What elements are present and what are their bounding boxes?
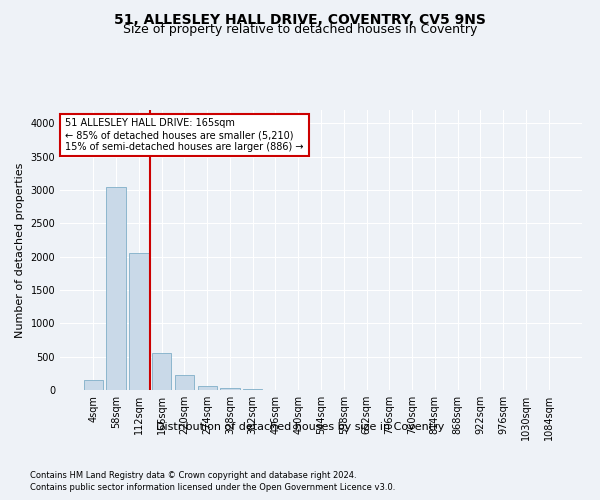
Bar <box>243 388 262 390</box>
Text: Contains HM Land Registry data © Crown copyright and database right 2024.: Contains HM Land Registry data © Crown c… <box>30 471 356 480</box>
Bar <box>197 386 217 390</box>
Text: 51, ALLESLEY HALL DRIVE, COVENTRY, CV5 9NS: 51, ALLESLEY HALL DRIVE, COVENTRY, CV5 9… <box>114 12 486 26</box>
Text: Contains public sector information licensed under the Open Government Licence v3: Contains public sector information licen… <box>30 484 395 492</box>
Y-axis label: Number of detached properties: Number of detached properties <box>15 162 25 338</box>
Bar <box>220 388 239 390</box>
Text: 51 ALLESLEY HALL DRIVE: 165sqm
← 85% of detached houses are smaller (5,210)
15% : 51 ALLESLEY HALL DRIVE: 165sqm ← 85% of … <box>65 118 304 152</box>
Bar <box>152 354 172 390</box>
Bar <box>84 380 103 390</box>
Bar <box>106 186 126 390</box>
Text: Distribution of detached houses by size in Coventry: Distribution of detached houses by size … <box>156 422 444 432</box>
Text: Size of property relative to detached houses in Coventry: Size of property relative to detached ho… <box>123 22 477 36</box>
Bar <box>129 254 149 390</box>
Bar <box>175 376 194 390</box>
